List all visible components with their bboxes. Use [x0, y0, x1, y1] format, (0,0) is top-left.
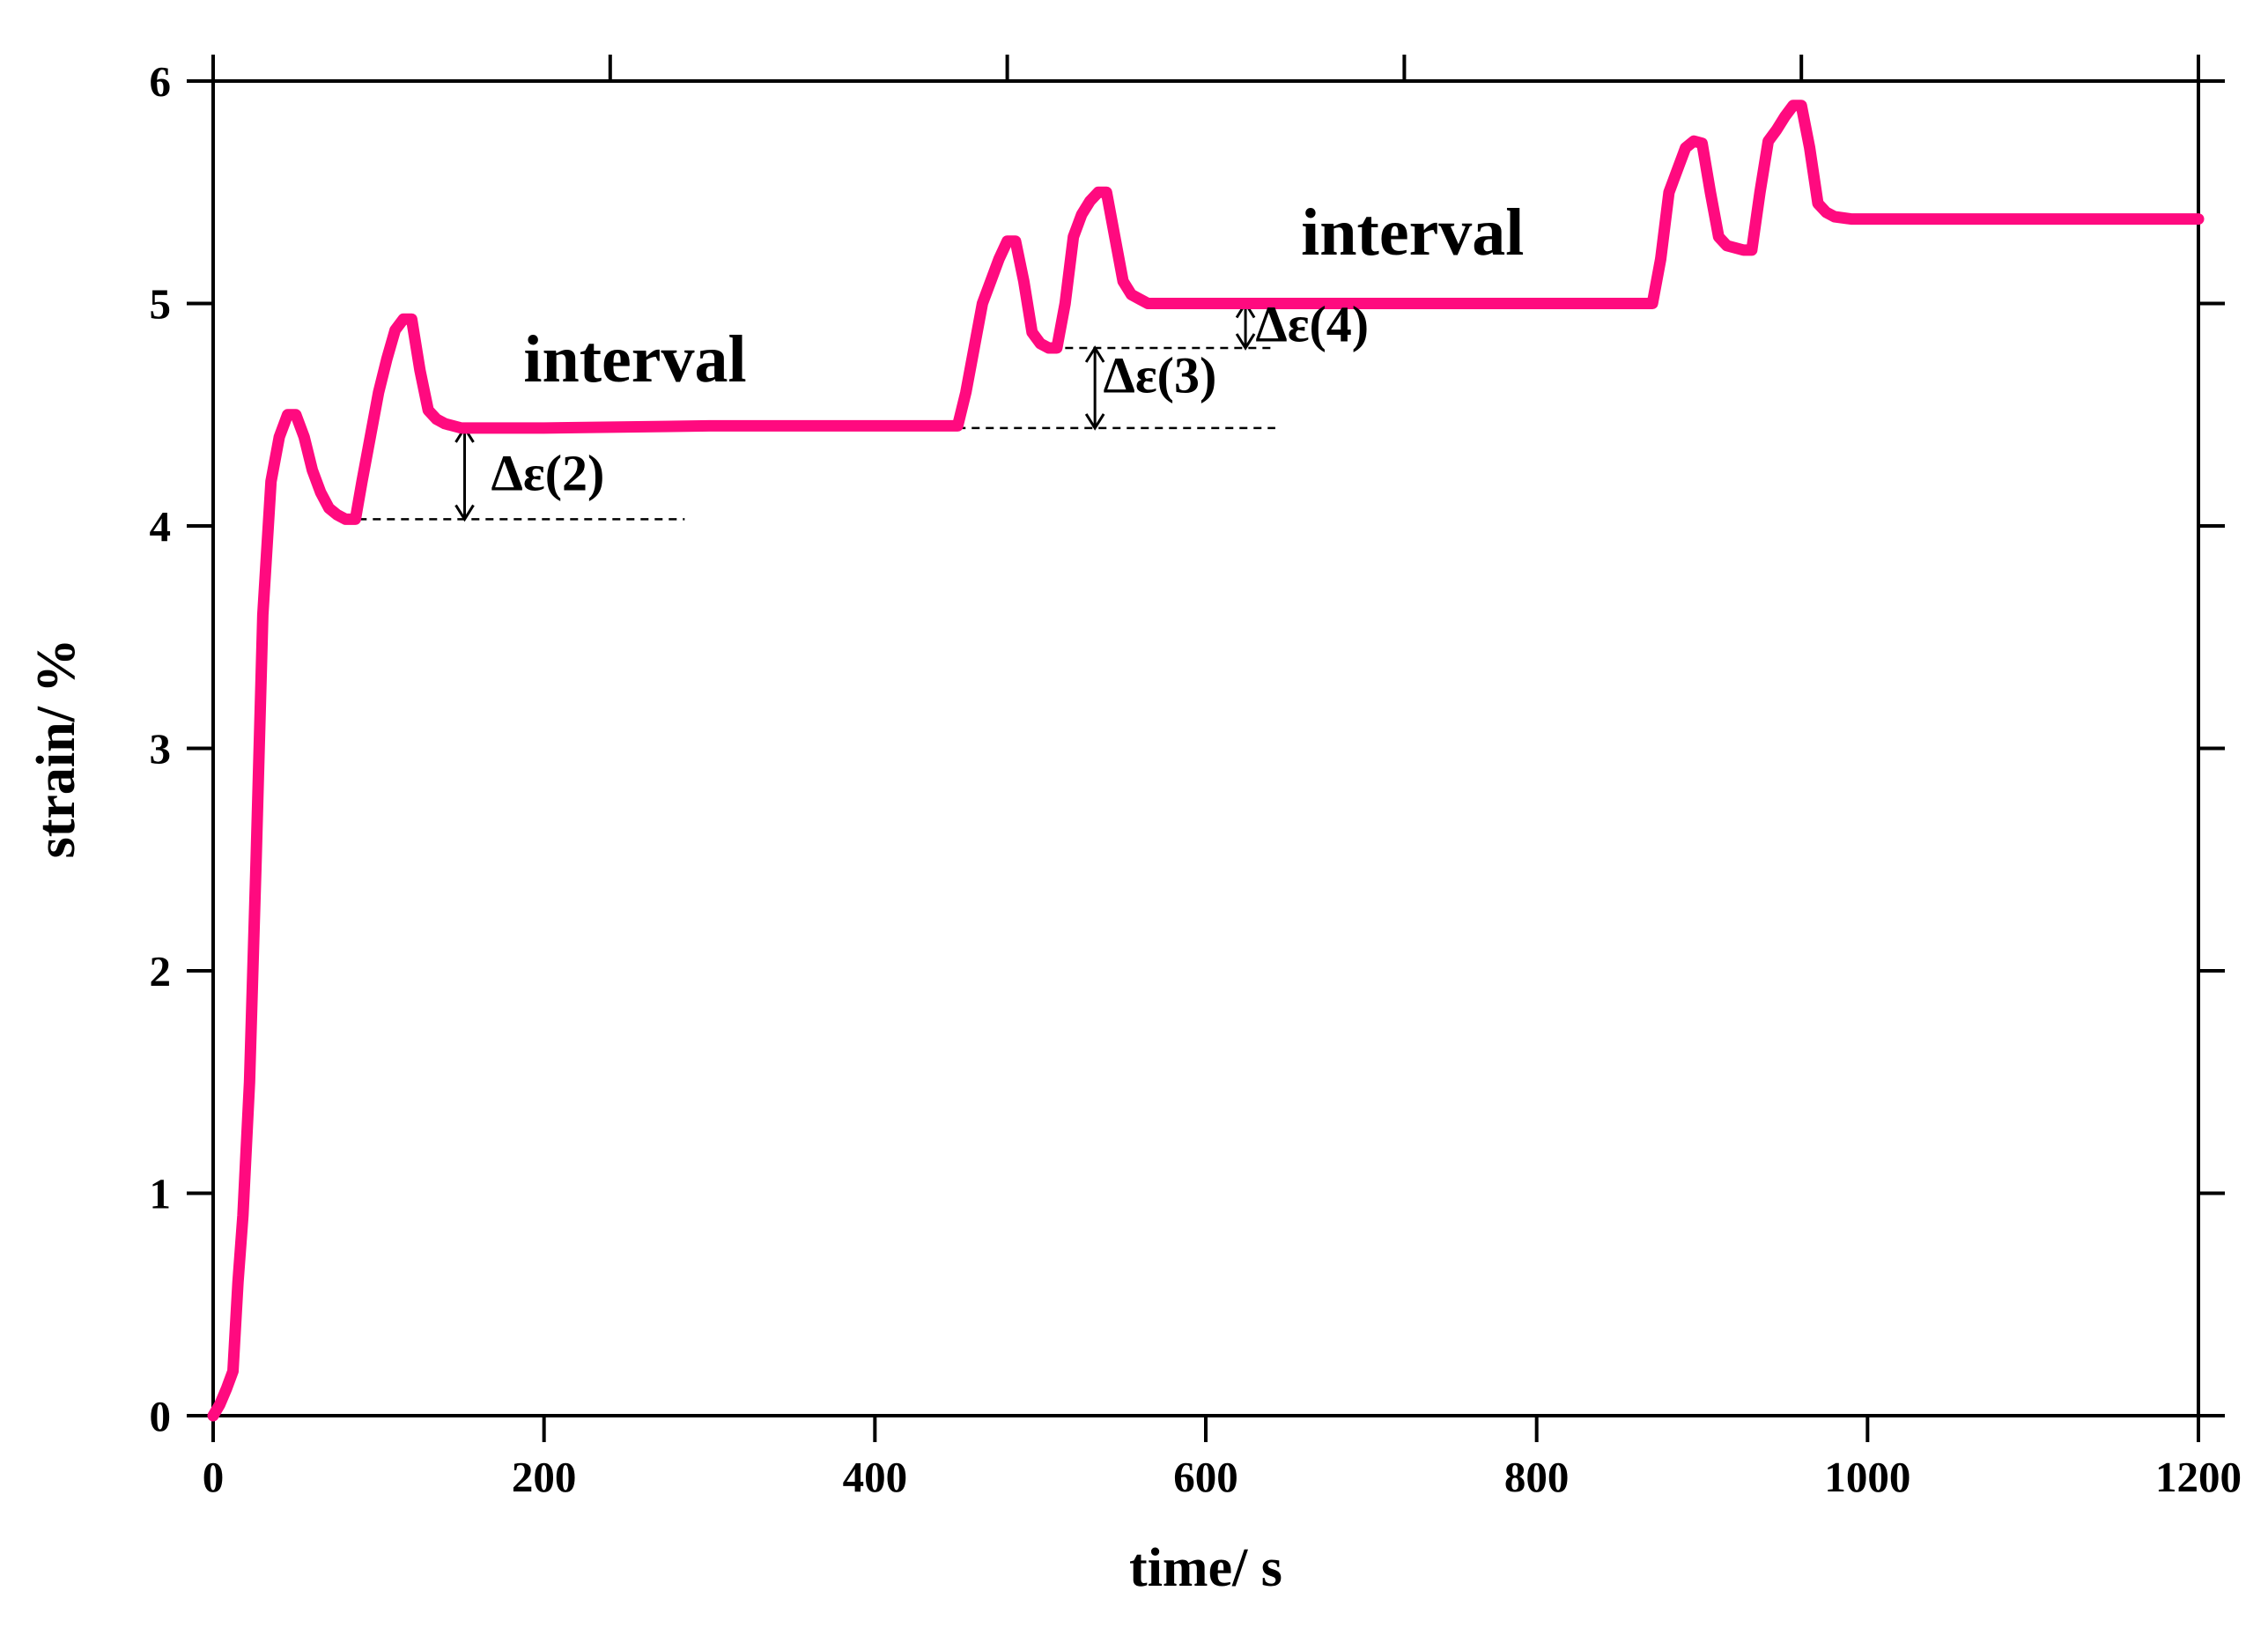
delta-arrow-head-down-3: [1084, 413, 1105, 431]
series-group: [207, 100, 2205, 1422]
series-line-strain: [207, 100, 2205, 1422]
delta-epsilon-label-4: Δε(4): [1255, 295, 1369, 352]
x-tick-label-1200: 1200: [2155, 1453, 2242, 1501]
y-tick-label-2: 2: [150, 947, 172, 995]
y-tick-label-4: 4: [150, 502, 172, 551]
x-tick-label-0: 0: [203, 1453, 225, 1501]
delta-epsilon-label-3: Δε(3): [1104, 347, 1217, 404]
y-tick-label-6: 6: [150, 57, 172, 106]
x-tick-label-600: 600: [1173, 1453, 1238, 1501]
x-tick-label-400: 400: [843, 1453, 908, 1501]
interval-label-0: interval: [523, 322, 746, 396]
plot-frame: [211, 79, 2200, 1417]
delta-epsilon-label-2: Δε(2): [491, 445, 605, 502]
x-tick-label-1000: 1000: [1824, 1453, 1910, 1501]
y-axis-title: strain/ %: [26, 639, 86, 859]
interval-label-1: interval: [1301, 196, 1524, 270]
delta-arrow-head-down-2: [454, 504, 475, 522]
x-tick-label-800: 800: [1504, 1453, 1570, 1501]
delta-arrow-head-up-3: [1084, 345, 1105, 363]
y-tick-label-1: 1: [150, 1170, 172, 1218]
delta-arrow-head-down-4: [1235, 333, 1256, 351]
axes: 0 200 400 600 800 1000 1200 0 1 2 3 4 5 6: [150, 55, 2242, 1501]
x-tick-label-200: 200: [512, 1453, 577, 1501]
x-axis-title: time/ s: [1129, 1538, 1282, 1598]
y-tick-label-3: 3: [150, 725, 172, 773]
y-tick-label-0: 0: [150, 1392, 172, 1440]
annotations: interval interval Δε(2) Δε(3) Δε(4): [491, 196, 1525, 502]
y-tick-label-5: 5: [150, 280, 172, 329]
